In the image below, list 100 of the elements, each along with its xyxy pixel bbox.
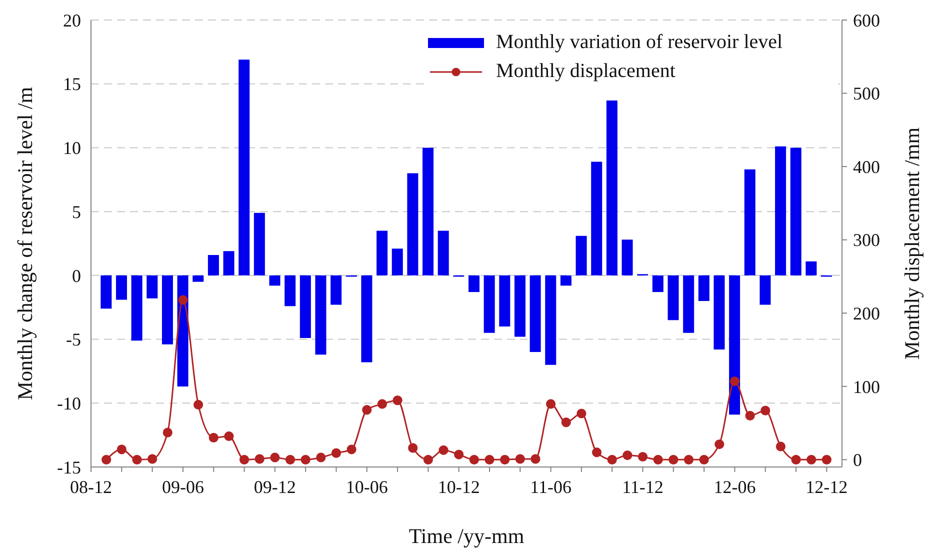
y-tick-label: 0	[72, 266, 81, 286]
y2-tick-label: 500	[853, 84, 880, 104]
bar	[545, 275, 556, 365]
legend-label: Monthly displacement	[496, 60, 676, 82]
bar	[438, 230, 449, 276]
bar	[606, 100, 618, 276]
bar	[514, 275, 526, 337]
bar	[484, 275, 495, 333]
point	[300, 454, 310, 464]
bar	[622, 240, 633, 276]
bar	[100, 275, 112, 309]
point	[408, 443, 418, 453]
point	[254, 454, 264, 464]
x-tick-label: 12-12	[806, 476, 848, 497]
x-tick-label: 10-06	[346, 476, 388, 497]
point	[776, 442, 786, 452]
point	[346, 444, 356, 454]
bar	[300, 275, 311, 338]
y-tick-label: 20	[63, 10, 81, 30]
bar	[468, 275, 480, 292]
bar	[238, 60, 250, 276]
y2-axis-title: Monthly displacement /mm	[900, 127, 924, 360]
x-tick-label: 11-06	[530, 476, 572, 497]
bar	[775, 146, 786, 276]
point	[162, 428, 172, 438]
point	[423, 454, 433, 464]
point	[622, 450, 632, 460]
y2-tick-label: 600	[853, 10, 880, 30]
point	[607, 454, 617, 464]
bar	[376, 230, 388, 276]
point	[745, 410, 755, 421]
point	[822, 454, 832, 464]
bar	[729, 275, 740, 415]
y2-tick-label: 400	[853, 156, 880, 177]
point	[178, 295, 188, 305]
point	[546, 399, 556, 409]
point	[561, 418, 571, 428]
y2-tick-label: 200	[853, 304, 880, 324]
bar	[392, 248, 403, 276]
x-tick-label: 10-12	[438, 476, 480, 497]
point	[684, 454, 694, 464]
point	[576, 408, 586, 418]
point	[454, 450, 464, 460]
bar	[714, 275, 725, 350]
bar	[668, 275, 679, 320]
y-tick-label: -15	[57, 457, 81, 478]
point	[239, 454, 250, 464]
point	[500, 454, 510, 464]
bar	[499, 275, 510, 327]
bar	[744, 169, 756, 276]
point	[224, 431, 234, 442]
point	[515, 454, 525, 464]
bar	[330, 275, 342, 305]
bar	[683, 275, 694, 333]
point	[638, 452, 648, 462]
point	[653, 454, 663, 464]
point	[193, 400, 204, 410]
point	[208, 432, 218, 442]
point	[316, 452, 326, 462]
bar	[591, 162, 602, 276]
bar	[254, 212, 265, 276]
y2-tick-label: 100	[853, 376, 880, 397]
x-tick-label: 09-12	[254, 476, 296, 497]
x-tick-label: 08-12	[70, 476, 112, 497]
bar	[315, 275, 326, 355]
bar	[698, 275, 710, 301]
point	[116, 444, 126, 454]
point	[791, 454, 801, 464]
x-tick-label: 12-06	[714, 476, 756, 497]
bar	[530, 275, 541, 352]
y-tick-label: 10	[63, 138, 81, 158]
y2-tick-label: 0	[853, 450, 862, 470]
bar	[192, 275, 204, 282]
bar	[560, 275, 572, 286]
bar	[422, 148, 434, 276]
x-tick-label: 11-12	[622, 476, 664, 497]
y-axis-title: Monthly change of reservoir level /m	[13, 86, 37, 400]
bar	[116, 275, 127, 300]
point	[714, 439, 724, 450]
point	[730, 376, 740, 386]
legend-label: Monthly variation of reservoir level	[496, 31, 783, 53]
x-tick-label: 09-06	[162, 476, 204, 497]
point	[148, 454, 158, 464]
point	[270, 452, 280, 462]
y-tick-label: -5	[66, 330, 81, 350]
point	[331, 448, 342, 458]
y-tick-label: 5	[72, 202, 81, 222]
point	[392, 396, 402, 406]
y2-tick-label: 300	[853, 230, 880, 250]
point	[530, 454, 540, 464]
point	[592, 448, 602, 458]
point	[469, 454, 479, 464]
point	[438, 445, 448, 455]
point	[668, 454, 678, 464]
bar	[760, 275, 771, 305]
bar	[361, 275, 372, 362]
bar	[131, 275, 142, 341]
bar	[162, 275, 173, 344]
point	[362, 405, 372, 415]
bar	[208, 254, 219, 276]
